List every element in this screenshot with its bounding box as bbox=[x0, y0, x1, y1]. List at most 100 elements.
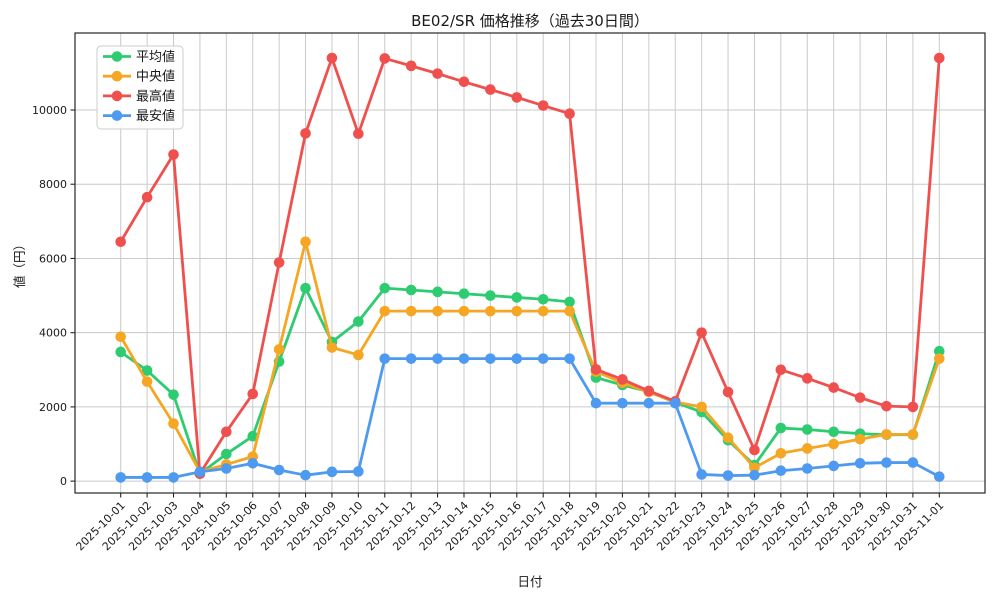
chart-title: BE02/SR 価格推移（過去30日間） bbox=[411, 12, 649, 30]
data-point bbox=[432, 305, 443, 317]
data-point bbox=[353, 466, 364, 477]
data-point bbox=[273, 464, 285, 476]
data-point bbox=[458, 305, 470, 317]
data-point bbox=[405, 60, 417, 72]
data-point bbox=[669, 397, 681, 409]
data-point bbox=[617, 374, 628, 385]
data-point bbox=[564, 108, 575, 120]
y-tick-label: 8000 bbox=[39, 178, 67, 191]
data-point bbox=[485, 290, 496, 301]
data-point bbox=[828, 438, 839, 450]
data-point bbox=[353, 316, 364, 327]
data-point bbox=[537, 100, 549, 111]
y-tick-label: 4000 bbox=[39, 327, 67, 340]
data-point bbox=[696, 469, 707, 480]
legend-marker bbox=[111, 110, 123, 121]
data-point bbox=[353, 128, 364, 140]
series-median bbox=[115, 236, 945, 478]
y-gridlines bbox=[75, 109, 985, 482]
data-point bbox=[326, 342, 338, 353]
data-point bbox=[168, 472, 179, 483]
data-point bbox=[300, 469, 311, 481]
data-point bbox=[854, 392, 866, 403]
data-point bbox=[696, 401, 707, 413]
data-point bbox=[564, 305, 575, 317]
legend-label: 最安値 bbox=[136, 108, 175, 124]
data-point bbox=[749, 462, 760, 474]
tick-marks bbox=[70, 109, 940, 498]
data-point bbox=[828, 460, 839, 472]
data-point bbox=[696, 327, 707, 338]
legend-label: 中央値 bbox=[136, 69, 175, 85]
x-tick-labels: 2025-10-012025-10-022025-10-032025-10-04… bbox=[73, 499, 946, 553]
data-point bbox=[564, 296, 575, 308]
data-point bbox=[881, 400, 892, 412]
y-tick-label: 6000 bbox=[39, 252, 67, 265]
data-point bbox=[564, 353, 575, 364]
data-point bbox=[749, 444, 760, 456]
data-point bbox=[115, 331, 126, 343]
data-point bbox=[511, 305, 523, 317]
data-point bbox=[141, 376, 153, 387]
data-point bbox=[432, 353, 443, 364]
data-point bbox=[934, 52, 945, 64]
data-point bbox=[881, 457, 892, 468]
data-point bbox=[273, 257, 285, 268]
legend-item-max: 最高値 bbox=[103, 88, 175, 104]
data-point bbox=[828, 426, 839, 438]
data-point bbox=[537, 293, 549, 305]
data-point bbox=[749, 469, 760, 481]
data-point bbox=[854, 433, 866, 445]
y-tick-label: 10000 bbox=[32, 104, 67, 117]
data-point bbox=[722, 432, 734, 444]
data-point bbox=[115, 236, 126, 248]
data-point bbox=[353, 349, 364, 361]
data-point bbox=[801, 443, 813, 454]
data-point bbox=[537, 353, 549, 364]
data-point bbox=[643, 397, 655, 409]
data-point bbox=[907, 401, 919, 413]
data-point bbox=[828, 382, 839, 393]
data-point bbox=[590, 397, 602, 409]
data-point bbox=[141, 191, 153, 203]
data-point bbox=[221, 448, 232, 460]
data-point bbox=[326, 466, 338, 478]
data-point bbox=[934, 353, 945, 364]
data-point bbox=[432, 68, 443, 79]
data-point bbox=[247, 458, 259, 469]
data-point bbox=[934, 345, 945, 357]
data-point bbox=[115, 346, 126, 358]
legend-item-mean: 平均値 bbox=[103, 49, 175, 65]
data-point bbox=[485, 84, 496, 95]
y-axis-label: 値（円） bbox=[12, 238, 27, 288]
data-point bbox=[801, 373, 813, 384]
data-point bbox=[801, 424, 813, 435]
legend-item-median: 中央値 bbox=[103, 69, 175, 85]
data-point bbox=[775, 447, 787, 459]
data-point bbox=[221, 426, 232, 438]
data-point bbox=[775, 465, 787, 477]
data-point bbox=[801, 463, 813, 474]
data-point bbox=[141, 365, 153, 376]
data-point bbox=[511, 353, 523, 364]
data-point bbox=[511, 92, 523, 103]
plot-border bbox=[74, 32, 986, 494]
data-point bbox=[300, 282, 311, 294]
legend-label: 平均値 bbox=[136, 49, 175, 65]
data-point bbox=[379, 353, 391, 364]
y-tick-label: 0 bbox=[60, 475, 67, 488]
data-point bbox=[458, 288, 470, 300]
data-point bbox=[221, 463, 232, 474]
legend-marker bbox=[111, 90, 123, 102]
data-point bbox=[247, 388, 259, 400]
data-point bbox=[405, 305, 417, 317]
data-point bbox=[405, 353, 417, 364]
data-point bbox=[194, 466, 206, 478]
data-point bbox=[141, 472, 153, 483]
data-point bbox=[854, 458, 866, 469]
data-point bbox=[326, 52, 338, 64]
legend-label: 最高値 bbox=[136, 88, 175, 104]
